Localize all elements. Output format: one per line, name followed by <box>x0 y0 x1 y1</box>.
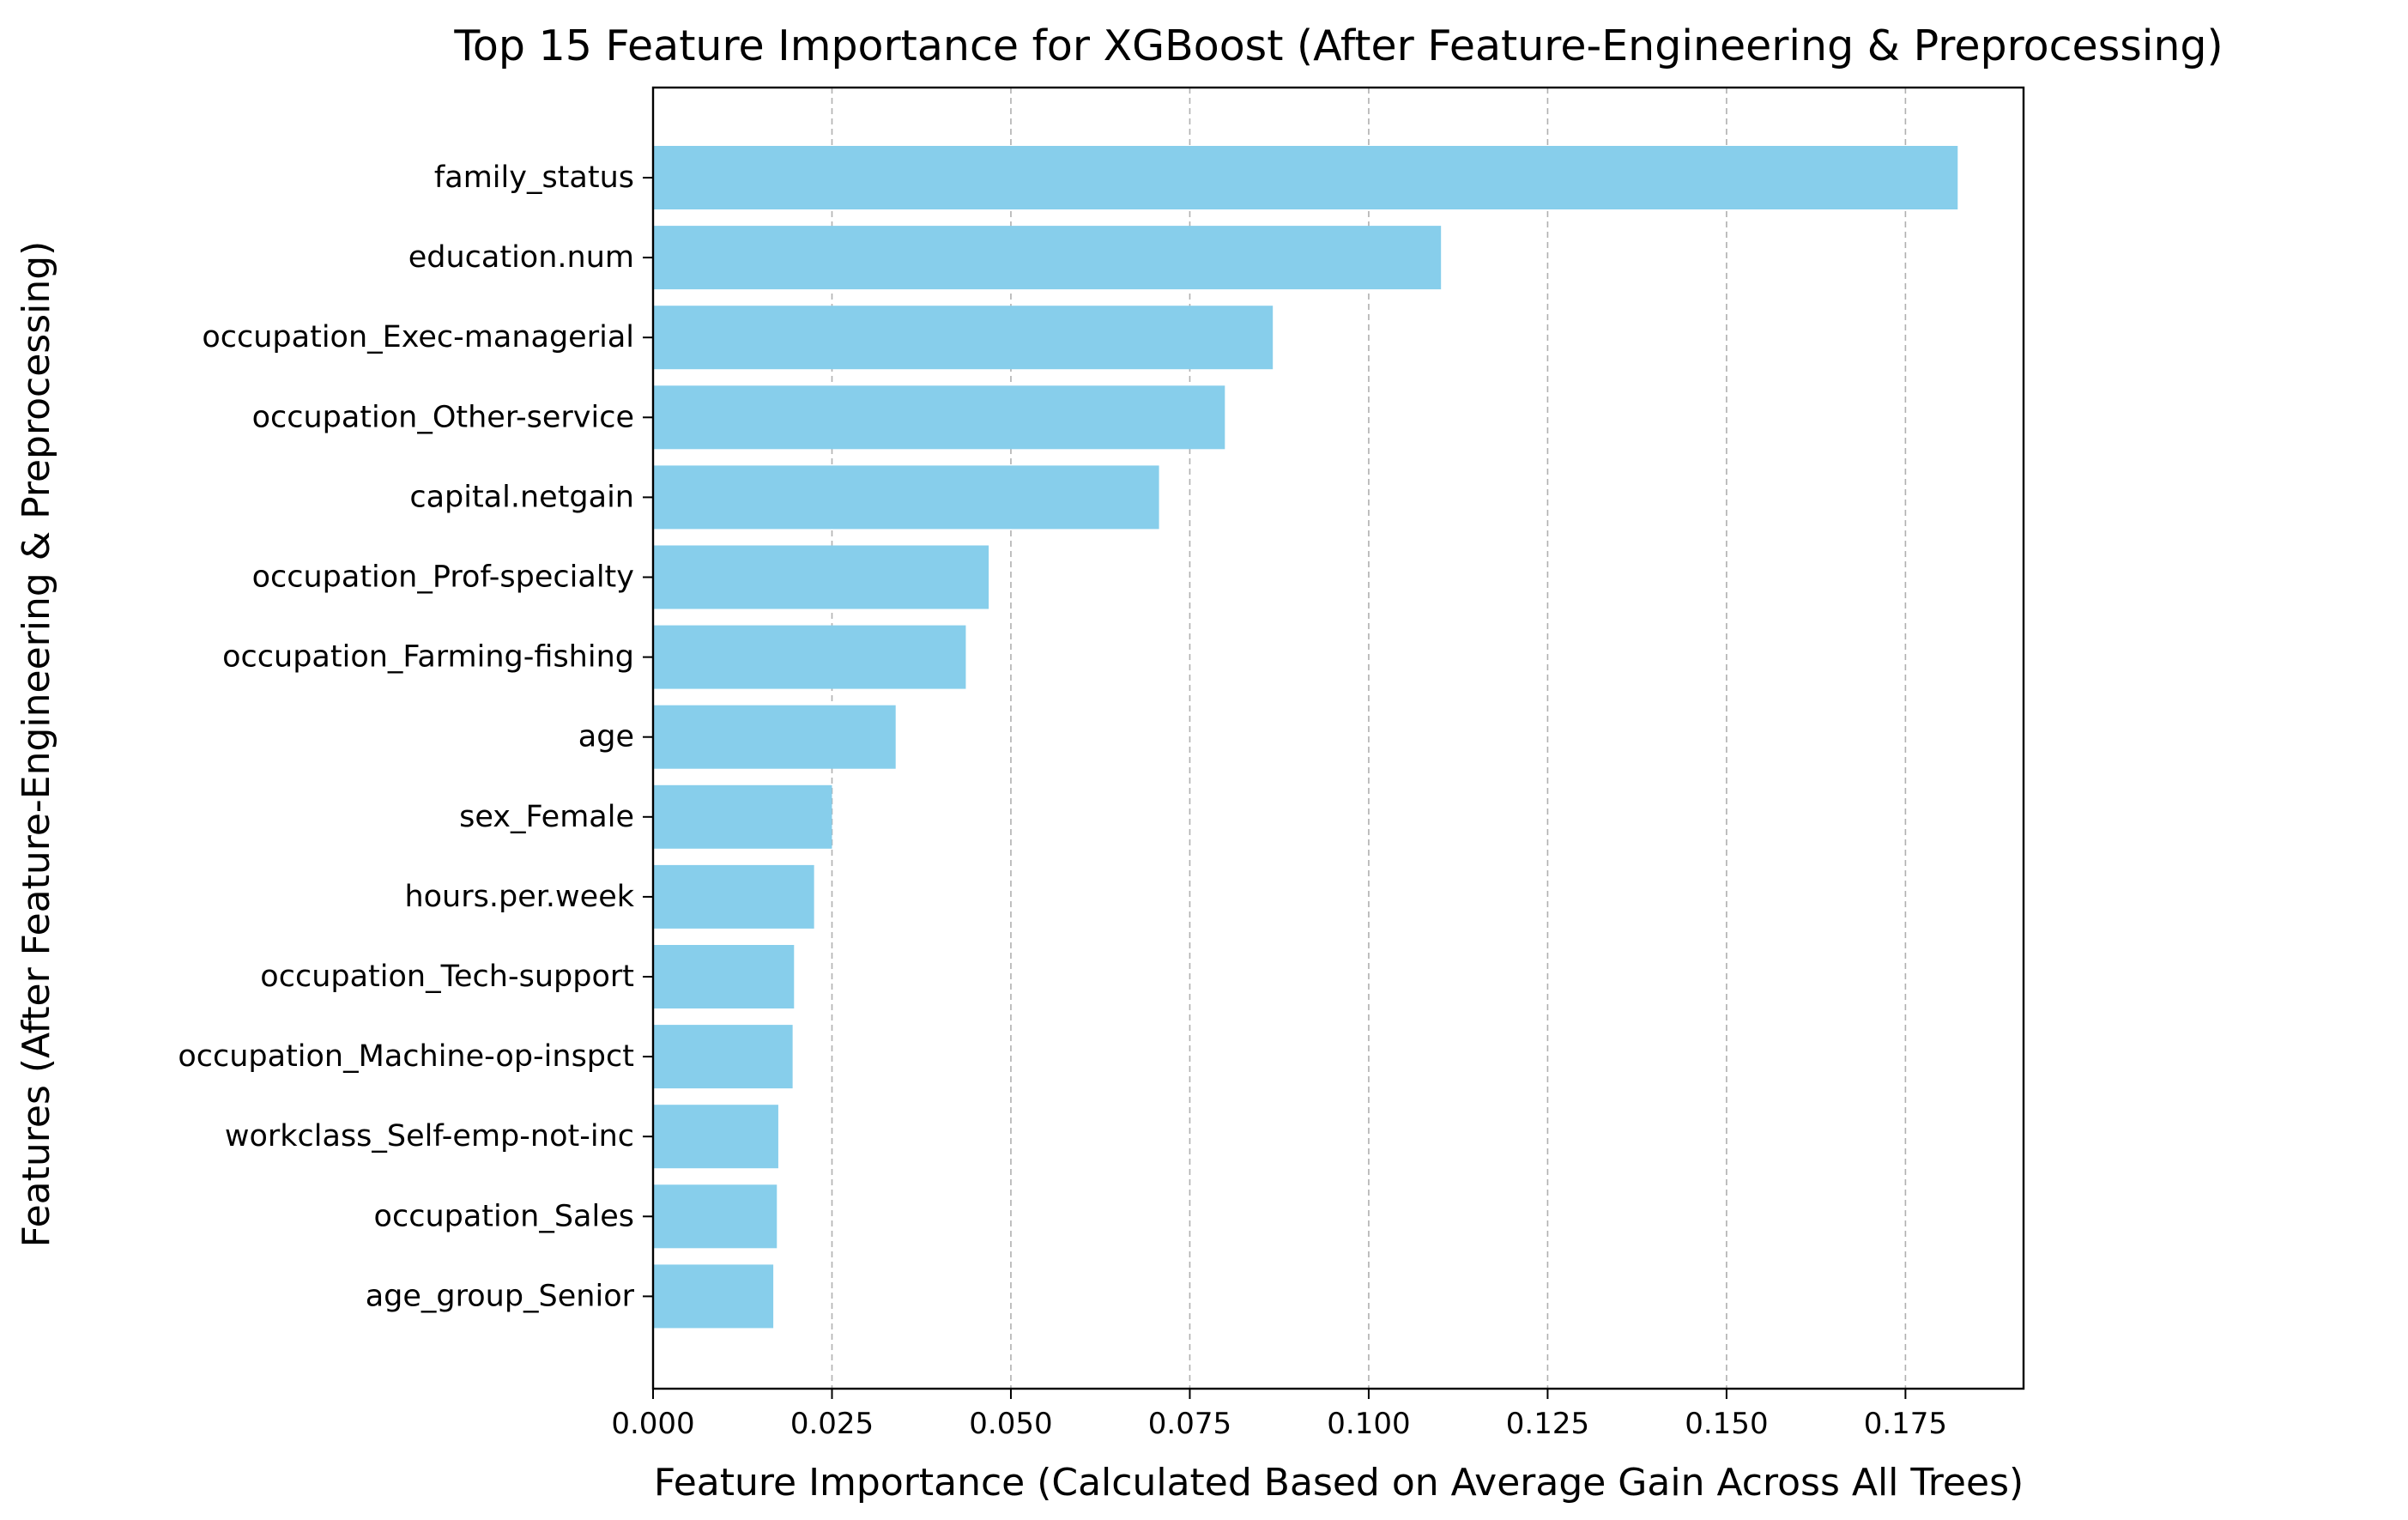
bar <box>653 226 1442 290</box>
bar <box>653 1025 793 1089</box>
bar <box>653 465 1159 530</box>
y-tick-label: hours.per.week <box>404 880 634 914</box>
x-tick-label: 0.050 <box>969 1407 1052 1441</box>
y-tick-label: education.num <box>408 240 634 275</box>
y-tick-label: workclass_Self-emp-not-inc <box>225 1119 634 1154</box>
x-tick-label: 0.125 <box>1506 1407 1589 1441</box>
bar <box>653 625 966 689</box>
y-tick-label: occupation_Machine-op-inspct <box>178 1039 634 1074</box>
y-tick-label: occupation_Tech-support <box>260 960 634 994</box>
bar <box>653 1184 777 1249</box>
bar <box>653 945 795 1008</box>
bar <box>653 146 1958 209</box>
y-tick-label: occupation_Sales <box>374 1199 634 1233</box>
x-tick-label: 0.025 <box>790 1407 874 1441</box>
y-tick-label: occupation_Prof-specialty <box>252 560 634 595</box>
y-tick-label: occupation_Farming-fishing <box>222 640 634 675</box>
y-tick-label: age <box>578 720 634 754</box>
x-tick-label: 0.100 <box>1327 1407 1410 1441</box>
y-tick-label: occupation_Other-service <box>252 400 634 434</box>
y-axis-label: Features (After Feature-Engineering & Pr… <box>15 241 58 1248</box>
x-tick-label: 0.150 <box>1685 1407 1768 1441</box>
x-ticks: 0.000 0.025 0.050 0.075 0.100 0.125 0.150 0.175 <box>611 1389 1947 1441</box>
bar <box>653 385 1225 450</box>
y-tick-label: age_group_Senior <box>366 1279 635 1313</box>
bar <box>653 784 832 849</box>
grid-lines <box>831 88 1907 1389</box>
y-tick-label: occupation_Exec-managerial <box>202 320 634 354</box>
x-tick-label: 0.000 <box>611 1407 694 1441</box>
bars <box>653 146 1958 1329</box>
bar <box>653 1105 778 1169</box>
y-ticks: family_status education.num occupation_Exe… <box>178 160 653 1313</box>
bar <box>653 705 896 769</box>
x-tick-label: 0.075 <box>1148 1407 1231 1441</box>
x-tick-label: 0.175 <box>1864 1407 1947 1441</box>
bar <box>653 864 814 929</box>
bar <box>653 545 989 609</box>
y-tick-label: family_status <box>434 160 634 195</box>
chart-title: Top 15 Feature Importance for XGBoost (A… <box>453 21 2223 70</box>
y-tick-label: sex_Female <box>459 800 634 834</box>
bar <box>653 1264 774 1329</box>
bar <box>653 306 1274 370</box>
x-axis-label: Feature Importance (Calculated Based on … <box>654 1461 2024 1505</box>
plot-frame <box>651 86 2025 1390</box>
y-tick-label: capital.netgain <box>409 480 634 514</box>
